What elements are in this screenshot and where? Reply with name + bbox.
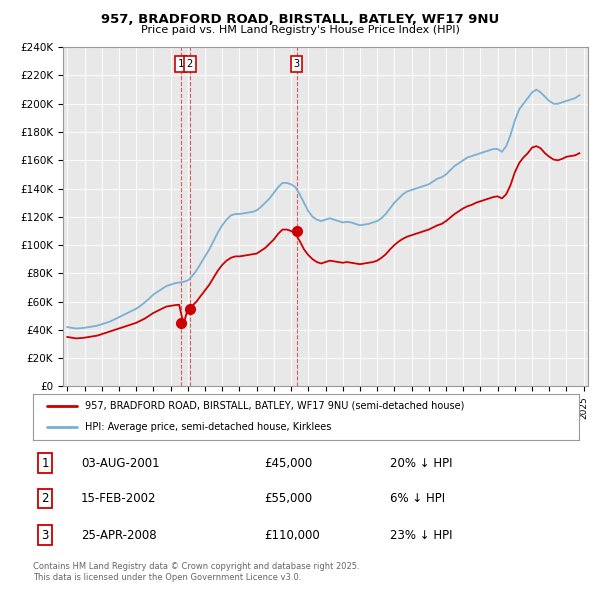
Text: 2: 2 <box>41 492 49 505</box>
Text: 23% ↓ HPI: 23% ↓ HPI <box>390 529 452 542</box>
Text: £55,000: £55,000 <box>264 492 312 505</box>
Text: 3: 3 <box>293 59 300 69</box>
Text: 6% ↓ HPI: 6% ↓ HPI <box>390 492 445 505</box>
Text: 1: 1 <box>41 457 49 470</box>
Text: 25-APR-2008: 25-APR-2008 <box>81 529 157 542</box>
Text: 2: 2 <box>187 59 193 69</box>
Text: HPI: Average price, semi-detached house, Kirklees: HPI: Average price, semi-detached house,… <box>85 422 331 432</box>
Text: 957, BRADFORD ROAD, BIRSTALL, BATLEY, WF17 9NU (semi-detached house): 957, BRADFORD ROAD, BIRSTALL, BATLEY, WF… <box>85 401 464 411</box>
Text: 3: 3 <box>41 529 49 542</box>
Text: 1: 1 <box>178 59 184 69</box>
Text: £45,000: £45,000 <box>264 457 312 470</box>
Text: Contains HM Land Registry data © Crown copyright and database right 2025.
This d: Contains HM Land Registry data © Crown c… <box>33 562 359 582</box>
Text: 957, BRADFORD ROAD, BIRSTALL, BATLEY, WF17 9NU: 957, BRADFORD ROAD, BIRSTALL, BATLEY, WF… <box>101 13 499 26</box>
Text: 20% ↓ HPI: 20% ↓ HPI <box>390 457 452 470</box>
Text: 15-FEB-2002: 15-FEB-2002 <box>81 492 157 505</box>
Text: £110,000: £110,000 <box>264 529 320 542</box>
Text: 03-AUG-2001: 03-AUG-2001 <box>81 457 160 470</box>
Text: Price paid vs. HM Land Registry's House Price Index (HPI): Price paid vs. HM Land Registry's House … <box>140 25 460 35</box>
